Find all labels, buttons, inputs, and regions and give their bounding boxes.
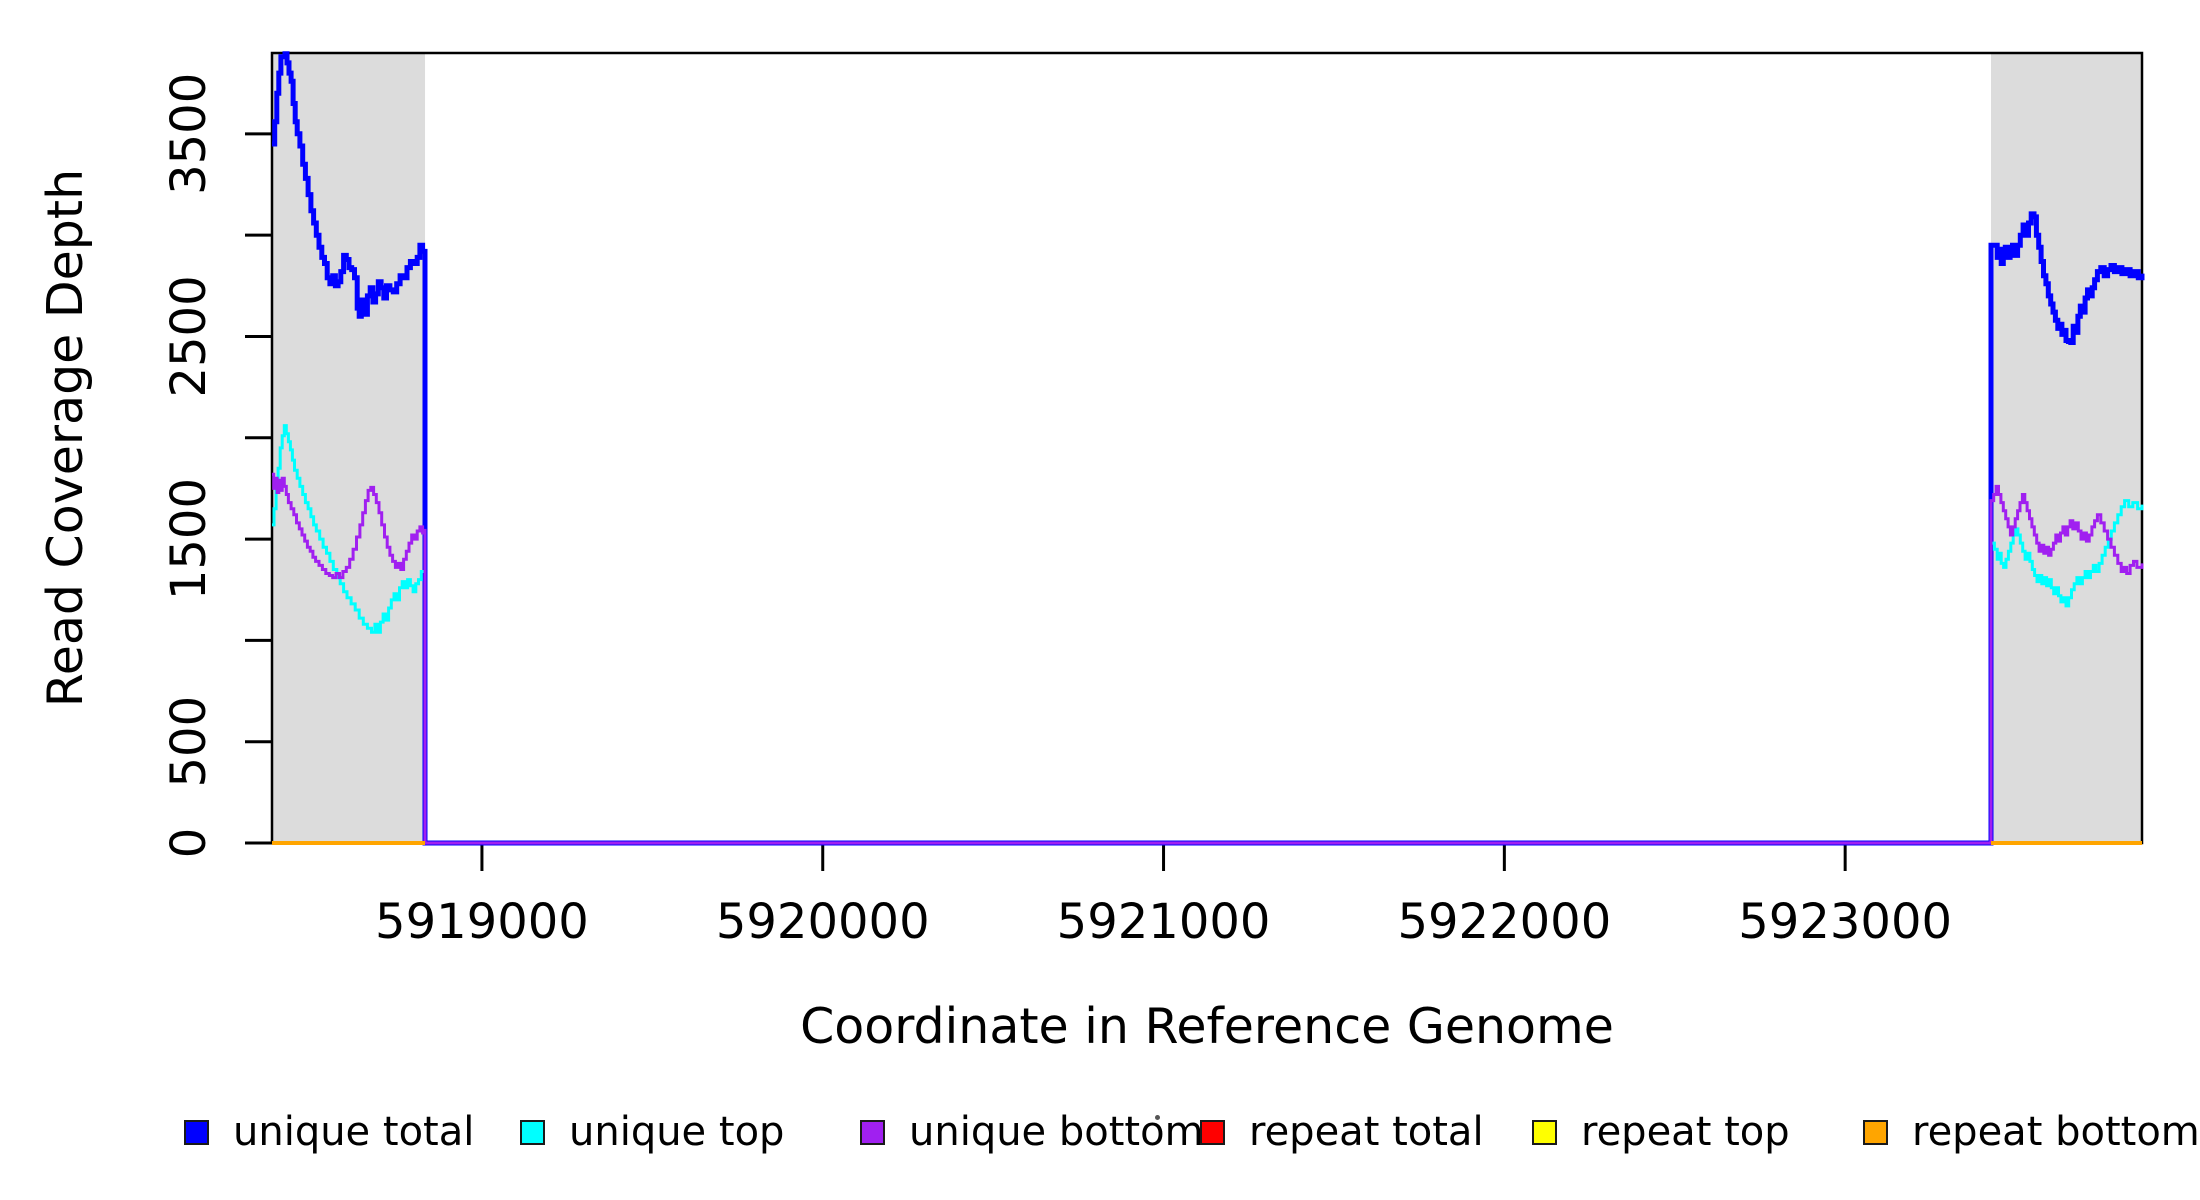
legend-swatch-icon	[1863, 1119, 1888, 1145]
legend-item-repeat-total: repeat total	[1200, 1108, 1484, 1156]
y-tick-label: 2500	[161, 275, 217, 397]
legend-item-unique-top: unique top	[520, 1108, 784, 1156]
legend-swatch-icon	[520, 1119, 545, 1145]
legend-label: repeat top	[1581, 1109, 1790, 1155]
series-unique-total	[272, 51, 2145, 846]
y-axis-title: Read Coverage Depth	[37, 169, 94, 707]
axis-ticks: 5919000 5920000 5921000 5922000 5923000 0 500 1…	[161, 73, 1952, 950]
y-tick-label: 500	[161, 696, 217, 788]
y-tick-label: 1500	[161, 478, 217, 600]
legend-label: repeat bottom	[1912, 1109, 2200, 1155]
legend-item-unique-total: unique total	[184, 1108, 474, 1156]
y-tick-label: 0	[161, 828, 217, 859]
legend: unique total unique top unique bottom repea…	[0, 1108, 2200, 1168]
x-tick-label: 5923000	[1738, 894, 1952, 950]
y-tick-label: 3500	[161, 73, 217, 195]
x-tick-label: 5922000	[1397, 894, 1611, 950]
legend-label: repeat total	[1249, 1109, 1484, 1155]
legend-swatch-icon	[184, 1119, 209, 1145]
x-tick-label: 5921000	[1057, 894, 1271, 950]
legend-swatch-icon	[1200, 1119, 1225, 1145]
legend-label: unique top	[569, 1109, 785, 1155]
legend-label: unique bottom	[909, 1109, 1204, 1155]
legend-swatch-icon	[860, 1119, 885, 1145]
stray-dot-artifact	[1155, 1115, 1160, 1120]
data-series	[272, 51, 2145, 846]
legend-swatch-icon	[1532, 1119, 1557, 1145]
legend-item-repeat-bottom: repeat bottom	[1863, 1108, 2200, 1156]
shaded-region	[1991, 53, 2142, 843]
x-axis-title: Coordinate in Reference Genome	[800, 998, 1614, 1055]
series-unique-top	[272, 424, 2144, 845]
series-unique-bottom	[272, 472, 2144, 845]
plot-frame	[270, 51, 2144, 845]
x-tick-label: 5920000	[716, 894, 930, 950]
x-tick-label: 5919000	[375, 894, 589, 950]
legend-item-unique-bottom: unique bottom	[860, 1108, 1204, 1156]
shaded-region	[272, 53, 426, 843]
legend-label: unique total	[233, 1109, 475, 1155]
legend-item-repeat-top: repeat top	[1532, 1108, 1790, 1156]
repeat-shaded-regions	[272, 53, 2142, 843]
